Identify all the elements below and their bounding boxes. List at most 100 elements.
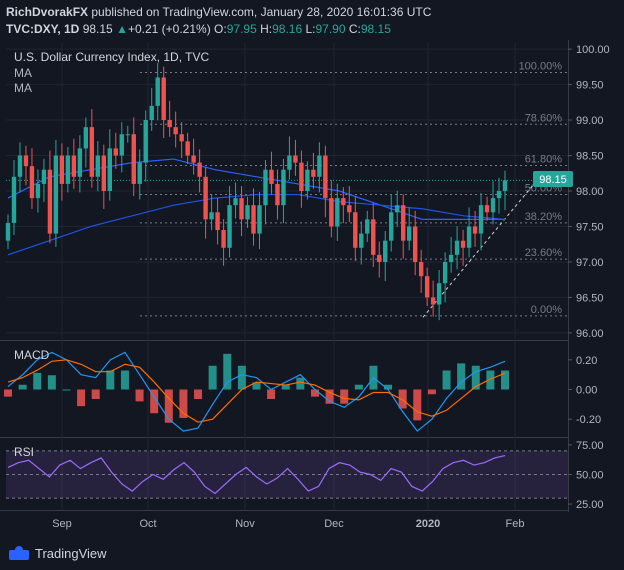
candle-body: [442, 261, 448, 284]
candle-body: [107, 148, 112, 191]
candle-body: [466, 226, 472, 248]
x-tick-label: 2020: [416, 518, 440, 530]
y-tick-label: 100.00: [576, 44, 610, 56]
macd-histogram-bar: [62, 389, 71, 391]
ma-slow-line: [7, 193, 506, 256]
candle-body: [263, 169, 268, 206]
candlesticks: [5, 63, 508, 321]
macd-histogram-bar: [223, 353, 232, 390]
candle-body: [484, 205, 490, 213]
candle-body: [149, 105, 154, 121]
macd-histogram-bar: [501, 370, 509, 390]
candle-body: [299, 162, 304, 191]
fib-label: 61.80%: [525, 153, 563, 165]
y-tick-label: 98.00: [576, 186, 604, 198]
candle-body: [95, 155, 101, 177]
macd-histogram-bar: [398, 389, 407, 409]
ma-legend-2[interactable]: MA: [14, 81, 32, 95]
macd-histogram-bar: [384, 384, 393, 390]
macd-histogram-bar: [135, 389, 144, 402]
macd-tick-label: -0.20: [576, 414, 601, 426]
candle-body: [203, 176, 208, 220]
candle-body: [119, 134, 124, 156]
y-tick-label: 96.50: [576, 292, 604, 304]
macd-tick-label: 0.00: [576, 385, 597, 397]
macd-histogram-bar: [179, 389, 188, 418]
y-tick-label: 99.00: [576, 115, 604, 127]
candle-body: [406, 226, 412, 241]
close-value: 98.15: [360, 22, 391, 36]
macd-histogram-bar: [281, 384, 290, 390]
macd-histogram-bar: [106, 370, 115, 390]
candle-body: [5, 222, 11, 241]
rsi-label[interactable]: RSI: [14, 445, 35, 459]
candle-body: [23, 155, 29, 167]
fib-label: 100.00%: [519, 61, 563, 73]
candle-body: [131, 134, 136, 184]
candle-body: [41, 169, 47, 184]
fib-label: 0.00%: [531, 304, 562, 316]
candle-body: [275, 183, 280, 206]
low-value: 97.90: [315, 22, 346, 36]
macd-histogram-bar: [354, 384, 363, 390]
candle-body: [251, 205, 256, 234]
candle-body: [371, 219, 376, 255]
candle-body: [143, 120, 148, 163]
tradingview-logo[interactable]: TradingView: [8, 545, 107, 561]
open-value: 97.95: [226, 22, 257, 36]
candle-body: [209, 212, 214, 220]
macd-label[interactable]: MACD: [14, 348, 50, 362]
symbol[interactable]: TVC:DXY, 1D: [6, 22, 80, 36]
candle-body: [424, 276, 430, 298]
macd-histogram-bar: [413, 389, 422, 421]
candle-body: [161, 77, 166, 121]
macd-histogram-bar: [4, 389, 12, 397]
candle-body: [311, 169, 316, 177]
candle-body: [496, 191, 502, 199]
macd-histogram-bar: [471, 365, 480, 390]
price-tag-label: 98.15: [539, 174, 567, 186]
published-text: published on TradingView.com, January 28…: [91, 5, 432, 19]
candle-body: [377, 254, 382, 262]
candle-body: [454, 240, 460, 255]
price-tag: 98.15: [533, 171, 573, 187]
x-tick-label: Sep: [52, 518, 72, 530]
high-label: H:: [260, 22, 273, 36]
candle-body: [293, 155, 298, 163]
candle-body: [305, 169, 310, 191]
author[interactable]: RichDvorakFX: [6, 5, 89, 19]
candle-body: [101, 155, 107, 191]
candle-body: [436, 283, 442, 305]
macd-histogram-bar: [47, 375, 56, 390]
macd-histogram-bar: [252, 382, 261, 390]
candle-body: [11, 176, 17, 223]
candle-body: [317, 155, 322, 177]
candle-body: [113, 148, 118, 156]
macd-histogram-bar: [296, 377, 305, 390]
x-tick-label: Dec: [324, 518, 344, 530]
candle-body: [430, 297, 436, 305]
publish-line: RichDvorakFX published on TradingView.co…: [6, 5, 431, 19]
rsi-tick-label: 75.00: [576, 440, 604, 452]
macd-histogram-bar: [325, 389, 334, 404]
candle-body: [502, 180, 508, 191]
low-label: L:: [305, 22, 316, 36]
close-label: C:: [348, 22, 361, 36]
macd-histogram-bar: [18, 384, 27, 390]
candle-body: [359, 233, 364, 248]
candle-body: [65, 155, 71, 184]
grid: [0, 40, 569, 512]
macd-tick-label: 0.20: [576, 355, 597, 367]
macd-histogram-bar: [457, 363, 466, 390]
y-tick-label: 97.50: [576, 221, 604, 233]
candle-body: [137, 162, 142, 184]
ma-legend-1[interactable]: MA: [14, 66, 32, 80]
candle-body: [281, 169, 286, 206]
candle-body: [490, 198, 496, 213]
macd-histogram-bar: [208, 365, 217, 390]
last-price: 98.15: [82, 22, 113, 36]
macd-histogram-bar: [150, 389, 159, 414]
candle-body: [239, 198, 244, 220]
candle-body: [323, 155, 328, 199]
candle-body: [179, 134, 184, 142]
